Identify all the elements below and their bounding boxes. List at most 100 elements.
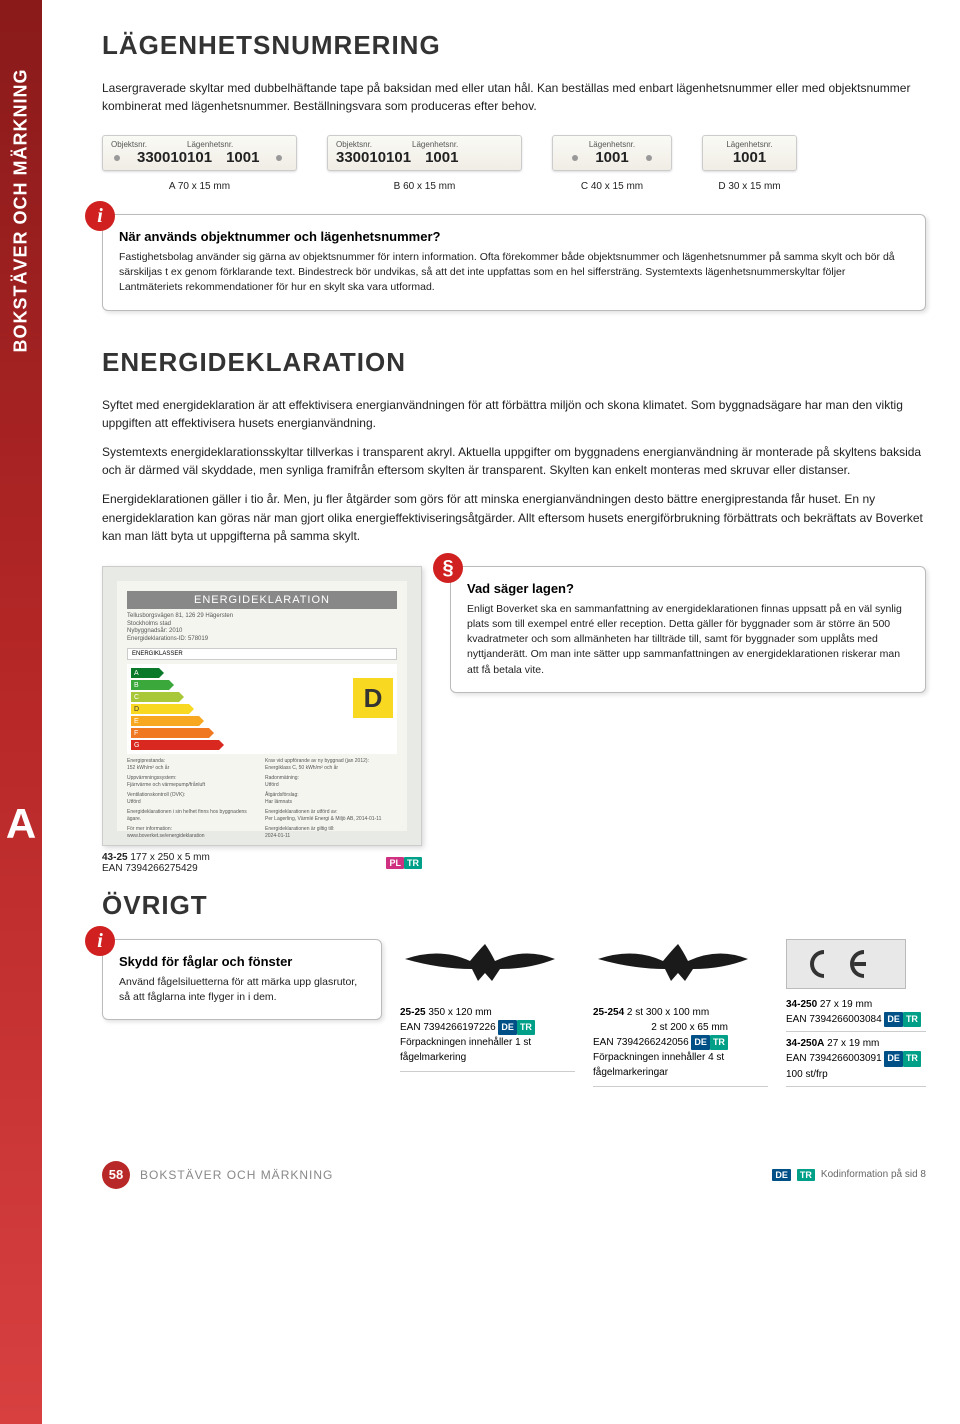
size-c: C 40 x 15 mm (552, 181, 672, 192)
plate-c: Lägenhetsnr. 1001 (552, 135, 672, 171)
size-row: A 70 x 15 mm B 60 x 15 mm C 40 x 15 mm D… (102, 181, 926, 192)
side-tab-letter: A (6, 800, 36, 848)
ovrigt-row: i Skydd för fåglar och fönster Använd få… (102, 939, 926, 1091)
plate-lgh-label: Lägenhetsnr. (187, 140, 233, 149)
plate-lgh-label: Lägenhetsnr. (412, 140, 458, 149)
hole-icon (646, 155, 652, 161)
ce-ean2: EAN 7394266003091 (786, 1053, 882, 1064)
energy-product-meta: 43-25 177 x 250 x 5 mm EAN 7394266275429… (102, 852, 422, 874)
footer-codeinfo: Kodinformation på sid 8 (821, 1169, 926, 1180)
energy-class-label: ENERGIKLASSER (127, 648, 397, 660)
bird2-ean: EAN 7394266242056 (593, 1037, 689, 1048)
energy-details: Energiprestanda:152 kWh/m² och år Krav v… (127, 758, 397, 840)
plate-obj-label: Objektsnr. (336, 140, 372, 149)
bird-icon (400, 939, 560, 994)
plate-lgh-num: 1001 (595, 149, 628, 166)
section2-p1: Syftet med energideklaration är att effe… (102, 396, 926, 433)
info1-text: Fastighetsbolag använder sig gärna av ob… (119, 250, 909, 296)
paragraph-icon: § (433, 553, 463, 583)
ce-mark-icon (786, 939, 906, 989)
tag-pl: PL (386, 857, 404, 869)
energy-id: Energideklarations-ID: 578019 (127, 636, 397, 644)
bird2-size1: 2 st 300 x 100 mm (627, 1007, 709, 1018)
bird2-size2: 2 st 200 x 65 mm (593, 1020, 768, 1035)
info-box-1: i När används objektnummer och lägenhets… (102, 214, 926, 311)
tag-de: DE (884, 1051, 903, 1067)
section1-title: LÄGENHETSNUMRERING (102, 30, 926, 61)
ce-size2: 27 x 19 mm (827, 1038, 879, 1049)
plate-d: Lägenhetsnr. 1001 (702, 135, 797, 171)
plate-lgh-label: Lägenhetsnr. (726, 140, 772, 149)
ce-qty: 100 st/frp (786, 1067, 926, 1082)
plate-obj-num: 330010101 (137, 149, 212, 166)
tag-tr: TR (710, 1035, 728, 1051)
bird2-desc: Förpackningen innehåller 4 st fågelmarke… (593, 1050, 768, 1080)
tag-tr: TR (404, 857, 422, 869)
hole-icon (276, 155, 282, 161)
law-box: § Vad säger lagen? Enligt Boverket ska e… (450, 566, 926, 693)
bar-e: E (131, 716, 199, 726)
bar-g: G (131, 740, 219, 750)
energy-addr: Tellusborgsvägen 81, 126 29 Hägersten (127, 613, 397, 621)
section2-p2: Systemtexts energideklarationsskyltar ti… (102, 443, 926, 480)
page-number: 58 (102, 1161, 130, 1189)
section1-intro: Lasergraverade skyltar med dubbelhäftand… (102, 79, 926, 115)
plate-lgh-num: 1001 (733, 149, 766, 166)
plate-lgh-num: 1001 (226, 149, 259, 166)
size-d: D 30 x 15 mm (702, 181, 797, 192)
tag-tr: TR (797, 1169, 815, 1181)
bird1-ean: EAN 7394266197226 (400, 1022, 496, 1033)
hole-icon (572, 155, 578, 161)
size-b: B 60 x 15 mm (327, 181, 522, 192)
law-title: Vad säger lagen? (467, 581, 909, 596)
bar-b: B (131, 680, 169, 690)
big-class-letter: D (353, 678, 393, 718)
bird2-code: 25-254 (593, 1007, 624, 1018)
energy-bars: A B C D E F G D (127, 664, 397, 754)
ce-ean1: EAN 7394266003084 (786, 1014, 882, 1025)
energy-year: Nybyggnadsår: 2010 (127, 628, 397, 636)
side-tab-label: BOKSTÄVER OCH MÄRKNING (11, 68, 32, 352)
plates-row: Objektsnr. Lägenhetsnr. 330010101 1001 O… (102, 135, 926, 171)
section3-title: ÖVRIGT (102, 890, 926, 921)
section2-title: ENERGIDEKLARATION (102, 347, 926, 378)
size-a: A 70 x 15 mm (102, 181, 297, 192)
bird-icon (593, 939, 753, 994)
tag-tr: TR (903, 1051, 921, 1067)
bird-info-box: i Skydd för fåglar och fönster Använd få… (102, 939, 382, 1020)
hole-icon (114, 155, 120, 161)
bird1-code: 25-25 (400, 1007, 426, 1018)
ce-product: 34-250 27 x 19 mm EAN 7394266003084 DETR… (786, 939, 926, 1091)
bar-a: A (131, 668, 159, 678)
energy-row: ENERGIDEKLARATION Tellusborgsvägen 81, 1… (102, 566, 926, 874)
ce-code1: 34-250 (786, 999, 817, 1010)
energy-declaration-img: ENERGIDEKLARATION Tellusborgsvägen 81, 1… (102, 566, 422, 846)
bird-product-1: 25-25 350 x 120 mm EAN 7394266197226 DET… (400, 939, 575, 1075)
bird-info-text: Använd fågelsiluetterna för att märka up… (119, 975, 365, 1005)
side-tab: BOKSTÄVER OCH MÄRKNING A (0, 0, 42, 1424)
plate-obj-label: Objektsnr. (111, 140, 147, 149)
ce-size1: 27 x 19 mm (820, 999, 872, 1010)
bird1-size: 350 x 120 mm (428, 1007, 491, 1018)
energy-ean: EAN 7394266275429 (102, 863, 198, 874)
info-icon: i (85, 201, 115, 231)
law-text: Enligt Boverket ska en sammanfattning av… (467, 602, 909, 678)
tag-de: DE (884, 1012, 903, 1028)
footer: 58 BOKSTÄVER OCH MÄRKNING DETR Kodinform… (102, 1151, 926, 1189)
section2-p3: Energideklarationen gäller i tio år. Men… (102, 490, 926, 546)
bar-f: F (131, 728, 209, 738)
footer-title: BOKSTÄVER OCH MÄRKNING (140, 1168, 333, 1182)
info1-title: När används objektnummer och lägenhetsnu… (119, 229, 909, 244)
energy-size: 177 x 250 x 5 mm (130, 852, 209, 863)
tag-tr: TR (517, 1020, 535, 1036)
tag-de: DE (691, 1035, 710, 1051)
bird1-desc: Förpackningen innehåller 1 st fågelmarke… (400, 1035, 575, 1065)
tag-de: DE (498, 1020, 517, 1036)
energy-header: ENERGIDEKLARATION (127, 591, 397, 609)
tag-tr: TR (903, 1012, 921, 1028)
bird-product-2: 25-254 2 st 300 x 100 mm 2 st 200 x 65 m… (593, 939, 768, 1090)
info-icon: i (85, 926, 115, 956)
plate-lgh-label: Lägenhetsnr. (589, 140, 635, 149)
ce-code2: 34-250A (786, 1038, 824, 1049)
plate-b: Objektsnr. Lägenhetsnr. 330010101 1001 (327, 135, 522, 171)
